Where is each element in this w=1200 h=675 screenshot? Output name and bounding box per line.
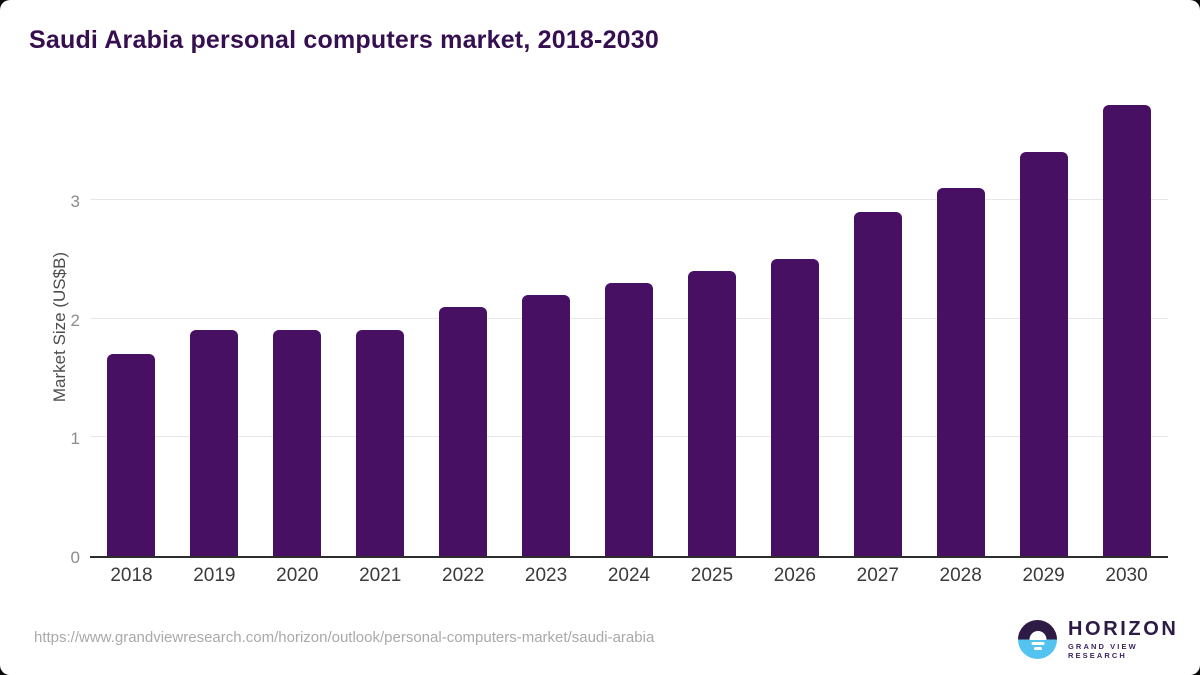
bar-2021 <box>356 330 405 556</box>
x-label-2020: 2020 <box>276 565 319 586</box>
x-label-2019: 2019 <box>193 565 236 586</box>
x-label-2024: 2024 <box>607 565 651 586</box>
x-label-2030: 2030 <box>1105 565 1148 586</box>
plot-area <box>90 95 1168 558</box>
y-tick-2: 2 <box>70 310 80 330</box>
bar-2022 <box>439 306 488 556</box>
x-label-2021: 2021 <box>359 565 402 586</box>
horizon-logo: HORIZON GRAND VIEW RESEARCH <box>1018 619 1200 660</box>
bar-2018 <box>107 354 156 556</box>
bar-2030 <box>1102 104 1151 556</box>
bar-2020 <box>273 330 322 556</box>
x-label-2025: 2025 <box>690 565 734 586</box>
logo-name: HORIZON <box>1068 618 1179 640</box>
x-label-2022: 2022 <box>442 565 485 586</box>
horizon-sun-icon <box>1018 620 1057 659</box>
logo-text: HORIZON GRAND VIEW RESEARCH <box>1068 619 1200 660</box>
y-axis-tick-labels: 0 1 2 3 <box>0 95 80 567</box>
x-label-2023: 2023 <box>524 565 568 586</box>
y-tick-1: 1 <box>70 429 80 449</box>
bar-2026 <box>770 259 819 556</box>
bar-2028 <box>936 187 985 556</box>
source-url: https://www.grandviewresearch.com/horizo… <box>34 629 655 646</box>
ripple-shape <box>1031 642 1044 645</box>
bar-2029 <box>1019 152 1068 556</box>
bar-2019 <box>190 330 239 556</box>
bar-2023 <box>522 294 571 556</box>
y-tick-0: 0 <box>70 548 80 567</box>
ripple-shape <box>1033 647 1042 650</box>
x-label-2029: 2029 <box>1022 565 1065 586</box>
y-tick-3: 3 <box>70 191 80 211</box>
bar-2024 <box>605 282 653 556</box>
x-label-2026: 2026 <box>773 565 816 586</box>
logo-subtitle: GRAND VIEW RESEARCH <box>1068 642 1138 660</box>
bar-2027 <box>853 211 902 556</box>
sun-shape <box>1029 630 1046 640</box>
gridline-3 <box>90 198 1168 200</box>
bar-2025 <box>687 271 736 556</box>
x-axis-tick-labels: 2018 2019 2020 2021 2022 2023 2024 2025 2026 2027… <box>90 565 1168 595</box>
x-label-2028: 2028 <box>939 565 982 586</box>
x-label-2018: 2018 <box>110 565 153 586</box>
chart-title: Saudi Arabia personal computers market, … <box>29 26 659 54</box>
x-label-2027: 2027 <box>856 565 899 586</box>
